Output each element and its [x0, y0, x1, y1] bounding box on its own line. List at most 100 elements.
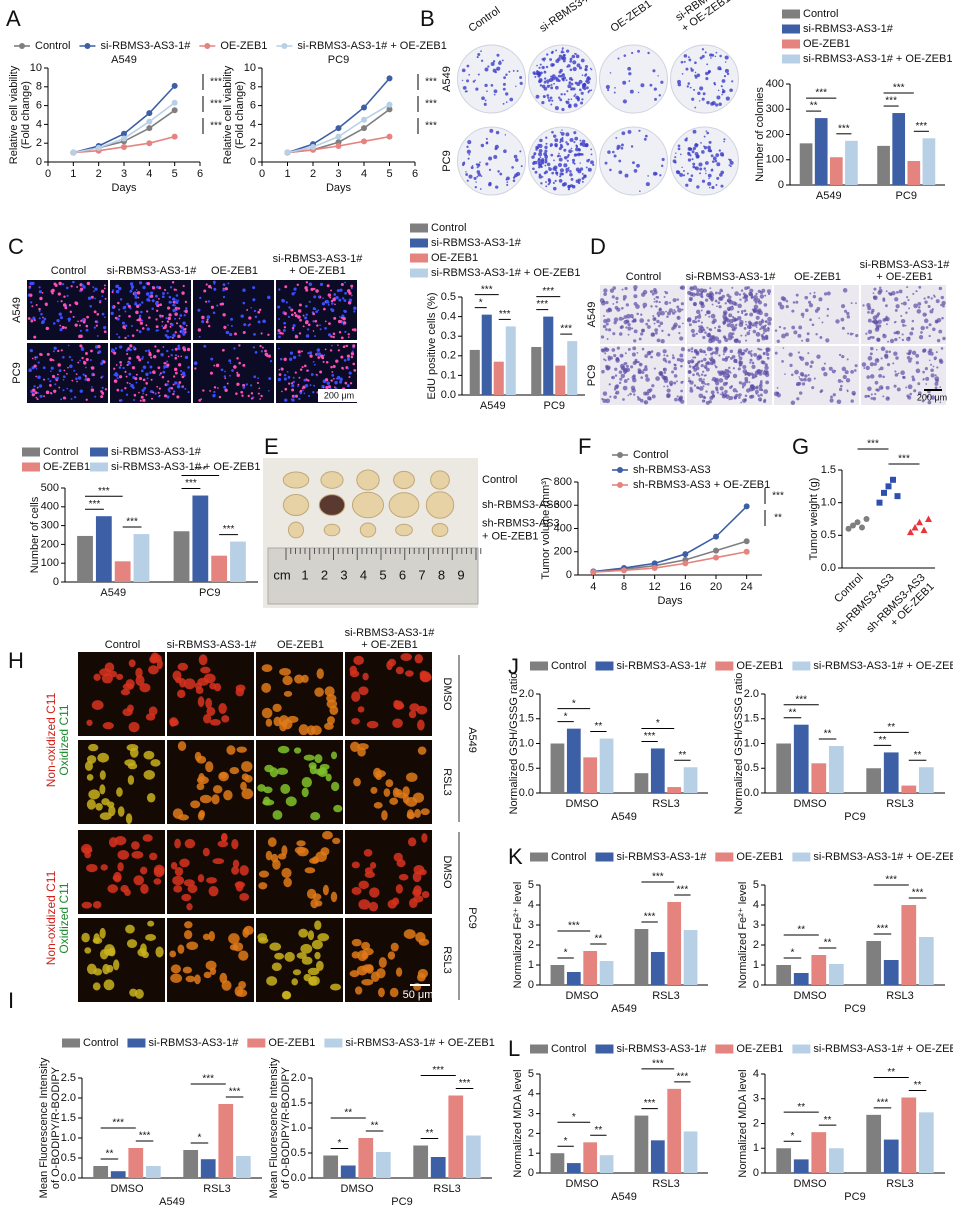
nucleus	[135, 381, 138, 384]
colony	[468, 174, 473, 179]
cell	[109, 670, 118, 678]
cell	[116, 673, 124, 681]
cell	[679, 336, 684, 341]
legend-swatch	[62, 1038, 80, 1048]
colony	[565, 167, 570, 172]
cell	[764, 372, 770, 378]
cell	[731, 328, 734, 331]
tumor	[393, 470, 415, 490]
cell	[744, 313, 747, 317]
colony	[566, 90, 569, 93]
y-tick-label: 100	[41, 557, 59, 569]
nucleus	[175, 299, 177, 301]
nucleus	[347, 336, 350, 338]
cell	[221, 833, 228, 842]
cell	[370, 786, 378, 794]
nucleus	[142, 285, 146, 290]
cell	[729, 386, 733, 390]
cell	[690, 347, 694, 350]
nucleus	[96, 312, 100, 316]
y-tick-label: 8	[250, 81, 256, 93]
significance: **	[371, 1121, 379, 1132]
nucleus	[126, 363, 129, 367]
cell	[122, 683, 134, 691]
nucleus	[278, 288, 281, 291]
nucleus	[142, 398, 146, 402]
cell	[763, 335, 769, 340]
cell	[619, 377, 623, 381]
nucleus	[111, 290, 114, 294]
cell	[658, 324, 661, 328]
cell	[908, 359, 912, 363]
nucleus	[278, 318, 280, 320]
bar	[128, 1148, 144, 1178]
cell	[873, 287, 877, 291]
nucleus	[217, 387, 219, 389]
nucleus	[343, 359, 347, 362]
cell	[645, 322, 649, 326]
legend-label: si-RBMS3-AS3-1#	[100, 40, 191, 52]
colony	[694, 71, 697, 74]
y-tick-label: 1.5	[61, 1112, 76, 1124]
colony	[581, 176, 585, 180]
cell	[898, 289, 903, 294]
cell	[623, 372, 626, 375]
nucleus	[116, 388, 120, 392]
cell	[915, 290, 918, 293]
bar	[793, 973, 809, 985]
cell	[658, 371, 663, 376]
cell	[308, 975, 320, 986]
nucleus	[166, 363, 170, 367]
point	[361, 125, 367, 132]
cell	[653, 367, 656, 370]
significance: **	[774, 513, 782, 524]
legend-swatch	[782, 39, 800, 49]
cell	[855, 302, 857, 305]
nucleus	[223, 375, 227, 378]
nucleus	[332, 332, 336, 336]
significance: ***	[210, 77, 222, 88]
significance: ***	[89, 499, 101, 510]
colony	[541, 101, 545, 105]
colony	[513, 175, 516, 178]
cell	[886, 323, 888, 326]
nucleus	[313, 363, 316, 366]
cell	[612, 303, 615, 305]
nucleus	[278, 335, 281, 339]
colony	[704, 161, 709, 165]
cell	[314, 920, 322, 931]
nucleus	[236, 373, 240, 377]
significance: **	[824, 1115, 832, 1126]
cell	[81, 932, 90, 943]
column-label: OE-ZEB1	[211, 265, 258, 277]
point	[361, 116, 367, 123]
tumor	[388, 492, 420, 518]
nucleus	[313, 287, 316, 290]
cell	[281, 845, 288, 857]
cell	[604, 352, 607, 355]
cell	[673, 363, 676, 367]
y-tick-label: 0.5	[821, 529, 836, 541]
nucleus	[291, 398, 295, 402]
nucleus	[306, 369, 309, 372]
y-tick-label: 200	[554, 546, 572, 558]
cell	[796, 383, 798, 386]
cell	[645, 377, 650, 382]
cell	[680, 285, 686, 290]
cell	[913, 303, 919, 309]
colony	[554, 143, 558, 147]
colony	[685, 137, 688, 140]
colony	[585, 73, 588, 76]
cell	[613, 317, 619, 322]
x-tick-label: PC9	[199, 587, 220, 599]
colony	[711, 100, 716, 106]
nucleus	[177, 334, 181, 339]
ruler-label: 4	[360, 567, 367, 582]
nucleus	[40, 312, 43, 316]
nucleus	[329, 296, 332, 299]
nucleus	[101, 312, 105, 316]
panel-label: F	[578, 434, 591, 459]
colony	[547, 178, 551, 182]
significance: *	[564, 948, 568, 959]
nucleus	[212, 394, 216, 398]
